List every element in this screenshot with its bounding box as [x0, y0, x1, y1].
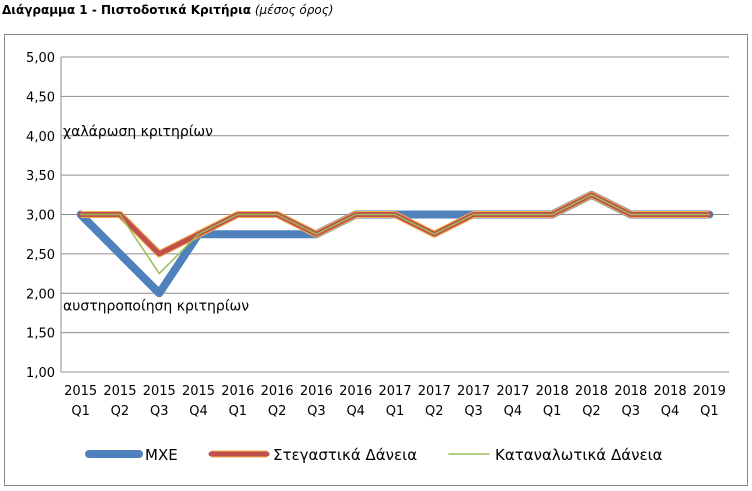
x-tick-year: 2016 — [339, 384, 372, 399]
y-tick-label: 5,00 — [26, 51, 55, 66]
x-tick-quarter: Q1 — [386, 404, 405, 419]
x-tick-quarter: Q2 — [268, 404, 287, 419]
x-tick-quarter: Q4 — [189, 404, 208, 419]
x-tick-year: 2018 — [575, 384, 608, 399]
y-axis-ticks: 1,00 1,50 2,00 2,50 3,00 3,50 4,00 4,50 5,00 — [26, 51, 55, 381]
y-tick-label: 1,00 — [26, 366, 55, 381]
x-tick-year: 2018 — [654, 384, 687, 399]
x-tick-year: 2015 — [182, 384, 215, 399]
legend-label: ΜΧΕ — [145, 446, 178, 464]
series-lines — [76, 190, 714, 298]
x-tick-quarter: Q1 — [229, 404, 248, 419]
legend: ΜΧΕ Στεγαστικά Δάνεια Καταναλωτικά Δάνεια — [85, 446, 663, 464]
x-tick-quarter: Q3 — [307, 404, 326, 419]
x-tick-year: 2015 — [103, 384, 136, 399]
legend-label: Καταναλωτικά Δάνεια — [495, 446, 663, 464]
x-tick-year: 2016 — [300, 384, 333, 399]
y-tick-label: 3,00 — [26, 209, 55, 224]
annotation: χαλάρωση κριτηρίων — [63, 124, 213, 140]
x-tick-quarter: Q4 — [346, 404, 365, 419]
annotations: χαλάρωση κριτηρίων αυστηροποίηση κριτηρίω… — [63, 124, 249, 315]
x-tick-year: 2019 — [693, 384, 726, 399]
x-tick-year: 2017 — [496, 384, 529, 399]
x-tick-quarter: Q2 — [582, 404, 601, 419]
x-tick-quarter: Q2 — [425, 404, 444, 419]
x-tick-year: 2018 — [614, 384, 647, 399]
y-tick-label: 3,50 — [26, 169, 55, 184]
chart-frame: 1,00 1,50 2,00 2,50 3,00 3,50 4,00 4,50 5,00 201… — [4, 34, 748, 486]
x-tick-year: 2015 — [64, 384, 97, 399]
x-tick-quarter: Q1 — [71, 404, 90, 419]
chart-title: Διάγραμμα 1 - Πιστοδοτικά Κριτήρια (μέσο… — [2, 3, 333, 17]
x-tick-year: 2015 — [143, 384, 176, 399]
x-tick-year: 2018 — [536, 384, 569, 399]
y-tick-label: 2,50 — [26, 248, 55, 263]
x-tick-quarter: Q3 — [622, 404, 641, 419]
legend-label: Στεγαστικά Δάνεια — [273, 446, 417, 464]
x-tick-quarter: Q1 — [700, 404, 719, 419]
x-tick-quarter: Q2 — [111, 404, 130, 419]
x-tick-year: 2016 — [261, 384, 294, 399]
x-axis-ticks: 2015 Q1 2015 Q2 2015 Q3 2015 Q4 2016 Q1 2016 Q2 2016… — [64, 384, 726, 419]
y-tick-label: 1,50 — [26, 327, 55, 342]
chart-title-note: (μέσος όρος) — [254, 3, 334, 17]
x-tick-year: 2017 — [418, 384, 451, 399]
series-line — [79, 194, 711, 275]
x-tick-quarter: Q4 — [504, 404, 523, 419]
chart-title-main: Διάγραμμα 1 - Πιστοδοτικά Κριτήρια — [2, 3, 251, 17]
y-tick-label: 2,00 — [26, 287, 55, 302]
y-tick-label: 4,00 — [26, 130, 55, 145]
y-tick-label: 4,50 — [26, 90, 55, 105]
x-tick-quarter: Q3 — [150, 404, 169, 419]
annotation: αυστηροποίηση κριτηρίων — [63, 299, 249, 315]
line-chart: 1,00 1,50 2,00 2,50 3,00 3,50 4,00 4,50 5,00 201… — [26, 51, 729, 464]
x-tick-year: 2017 — [457, 384, 490, 399]
x-tick-year: 2017 — [378, 384, 411, 399]
x-tick-year: 2016 — [221, 384, 254, 399]
x-tick-quarter: Q1 — [543, 404, 562, 419]
x-tick-quarter: Q3 — [464, 404, 483, 419]
x-tick-quarter: Q4 — [661, 404, 680, 419]
